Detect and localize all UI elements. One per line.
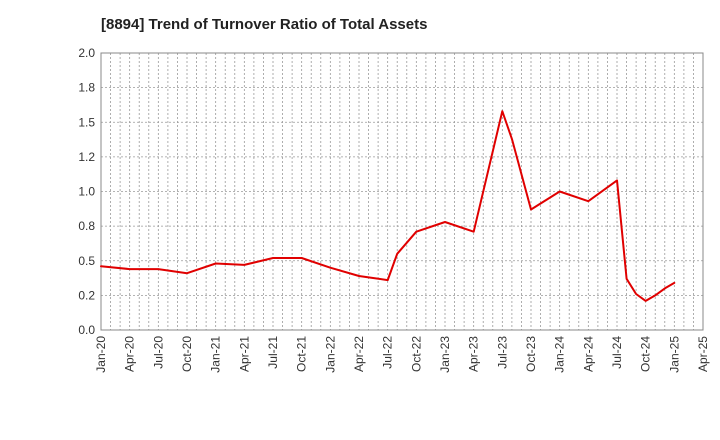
x-tick-label: Jul-24: [610, 336, 624, 369]
y-tick-label: 1.8: [78, 81, 95, 95]
y-tick-label: 0.2: [78, 288, 95, 302]
y-tick-label: 0.5: [78, 254, 95, 268]
x-axis-ticks: Jan-20 Apr-20 Jul-20 Oct-20 Jan-21 Apr-21 Jul-…: [94, 336, 710, 373]
grid-lines: [100, 52, 704, 331]
y-tick-label: 1.0: [78, 185, 95, 199]
series-line: [100, 110, 676, 302]
x-tick-label: Jul-20: [151, 336, 165, 369]
x-tick-label: Jan-22: [323, 336, 337, 373]
x-tick-label: Jan-23: [438, 336, 452, 373]
x-tick-label: Apr-24: [581, 336, 595, 372]
x-tick-label: Jan-24: [553, 336, 567, 373]
x-tick-label: Oct-22: [409, 336, 423, 372]
x-tick-label: Jan-25: [667, 336, 681, 373]
y-tick-label: 1.2: [78, 150, 95, 164]
x-tick-label: Oct-21: [295, 336, 309, 372]
y-axis-ticks: 0.0 0.2 0.5 0.8 1.0 1.2 1.5 1.8 2.0: [78, 46, 95, 337]
x-tick-label: Oct-23: [524, 336, 538, 372]
x-tick-label: Apr-20: [123, 336, 137, 372]
x-tick-label: Apr-25: [696, 336, 710, 372]
x-tick-label: Oct-24: [639, 336, 653, 372]
plot-area: [100, 52, 704, 331]
x-tick-label: Apr-21: [237, 336, 251, 372]
x-tick-label: Apr-22: [352, 336, 366, 372]
series-layer: [100, 110, 676, 302]
x-tick-label: Oct-20: [180, 336, 194, 372]
y-tick-label: 0.0: [78, 323, 95, 337]
x-tick-label: Jan-20: [94, 336, 108, 373]
x-tick-label: Apr-23: [467, 336, 481, 372]
x-tick-label: Jul-22: [381, 336, 395, 369]
x-tick-label: Jul-23: [495, 336, 509, 369]
y-tick-label: 1.5: [78, 115, 95, 129]
y-tick-label: 2.0: [78, 46, 95, 60]
x-tick-label: Jan-21: [209, 336, 223, 373]
chart-title: [8894] Trend of Turnover Ratio of Total …: [101, 16, 428, 33]
x-tick-label: Jul-21: [266, 336, 280, 369]
y-tick-label: 0.8: [78, 219, 95, 233]
